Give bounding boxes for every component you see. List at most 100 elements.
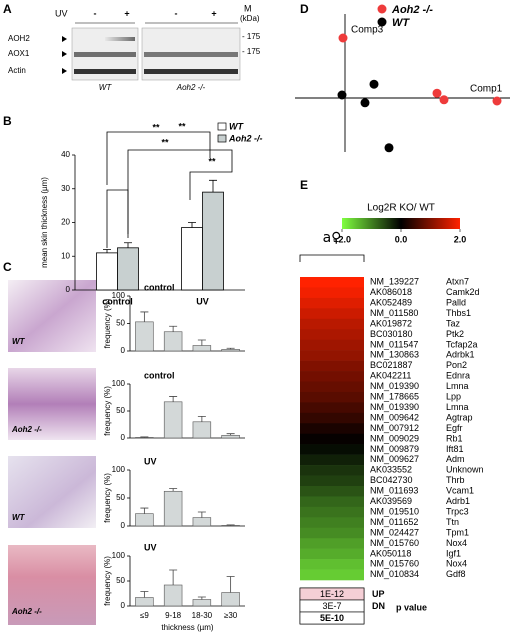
gene-label: Thbs1: [446, 308, 471, 318]
column-label: a♀: [323, 230, 342, 246]
accession-label: NM_019510: [370, 506, 419, 516]
x-tick-label: 9-18: [165, 611, 182, 620]
lane-label: +: [124, 8, 129, 18]
y-tick-label: 0: [121, 346, 126, 355]
significance-label: **: [152, 122, 160, 132]
micrograph-label: WT: [12, 513, 26, 522]
error-bar: [197, 511, 206, 518]
error-bar: [209, 179, 217, 193]
gene-label: Adrbk1: [446, 350, 475, 360]
chart-title: UV: [144, 456, 157, 466]
accession-label: NM_010834: [370, 569, 419, 579]
y-axis-label: frequency (%): [103, 386, 112, 436]
bar: [221, 525, 240, 527]
y-tick-label: 100: [112, 465, 126, 474]
bar: [192, 599, 212, 607]
significance-label: **: [208, 156, 216, 166]
marker-size: - 175: [242, 47, 261, 56]
gene-label: Camk2d: [446, 287, 480, 297]
colorbar-tick-label: - 2.0: [333, 234, 351, 244]
gene-label: Lpp: [446, 392, 461, 402]
error-bar: [226, 433, 235, 436]
chart-title: UV: [144, 542, 157, 552]
bar: [135, 597, 154, 607]
heatmap-cell: [300, 412, 364, 424]
error-bar: [140, 507, 149, 514]
p-value-tag: UP: [372, 589, 385, 599]
heatmap-cell: [300, 329, 364, 340]
heatmap-cell: [300, 559, 364, 570]
error-bar: [140, 436, 149, 438]
bar: [163, 490, 183, 527]
y-tick-label: 30: [61, 184, 70, 193]
point: [360, 98, 370, 108]
accession-label: NM_009642: [370, 412, 419, 422]
x-axis-label: Comp1: [470, 84, 503, 95]
accession-label: NM_009879: [370, 444, 419, 454]
lane-label: +: [211, 8, 216, 18]
bar: [163, 401, 183, 439]
micrograph: [8, 280, 96, 352]
legend-label: WT: [392, 17, 410, 29]
gene-label: Vcam1: [446, 486, 474, 496]
significance-label: **: [178, 121, 186, 131]
blot: [62, 22, 241, 81]
y-tick-label: 100: [112, 291, 126, 300]
heatmap-cell: [300, 308, 364, 320]
gene-label: Lmna: [446, 381, 469, 391]
x-tick-label: control: [102, 296, 133, 306]
heatmap-cell: [300, 287, 364, 299]
heatmap-cell: [300, 527, 364, 539]
error-bar: [140, 311, 149, 322]
heatmap-cell: [300, 465, 364, 476]
heatmap-cell: [300, 297, 364, 309]
heatmap-cell: [300, 517, 364, 529]
gene-label: Tcfap2a: [446, 339, 478, 349]
colorbar-tick-label: 0.0: [395, 234, 408, 244]
error-bar: [197, 416, 206, 422]
p-value: 1E-12: [320, 589, 344, 599]
legend-swatch: [217, 134, 227, 143]
significance-label: **: [161, 137, 169, 147]
error-bar: [140, 591, 149, 598]
gene-label: Atxn7: [446, 277, 469, 287]
legend-swatch: [377, 17, 387, 27]
gene-label: Rb1: [446, 433, 463, 443]
micrograph: [8, 456, 96, 528]
point: [337, 90, 347, 100]
bar: [163, 584, 183, 607]
blot-row-label: AOH2: [8, 34, 30, 43]
gene-label: Adm: [446, 454, 465, 464]
heatmap-cell: [300, 454, 364, 466]
gene-label: Nox4: [446, 559, 467, 569]
accession-label: NM_011547: [370, 339, 418, 349]
error-bar: [188, 222, 196, 228]
accession-label: BC042730: [370, 475, 413, 485]
y-tick-label: 50: [116, 493, 125, 502]
chart-title: control: [144, 370, 175, 380]
y-tick-label: 20: [61, 218, 70, 227]
accession-label: AK019872: [370, 318, 412, 328]
panel-label: E: [300, 178, 308, 192]
legend-swatch: [217, 122, 227, 131]
gene-label: Ift81: [446, 444, 464, 454]
gene-label: Adrb1: [446, 496, 470, 506]
gene-label: Palld: [446, 297, 466, 307]
accession-label: NM_019390: [370, 402, 419, 412]
error-bar: [169, 488, 178, 492]
legend-label: WT: [229, 121, 244, 131]
legend-label: Aoh2 -/-: [391, 4, 433, 16]
p-value-tag: DN: [372, 601, 385, 611]
accession-label: NM_024427: [370, 527, 419, 537]
accession-label: NM_011652: [370, 517, 418, 527]
error-bar: [197, 339, 206, 346]
marker-size: - 175: [242, 32, 261, 41]
accession-label: NM_178665: [370, 392, 419, 402]
y-tick-label: 0: [121, 601, 126, 610]
marker-label: M: [244, 3, 252, 13]
heatmap-cell: [300, 350, 364, 361]
lane-label: -: [175, 8, 178, 18]
heatmap-cell: [300, 496, 364, 508]
y-axis-label: frequency (%): [103, 298, 112, 348]
gene-label: Gdf8: [446, 569, 466, 579]
